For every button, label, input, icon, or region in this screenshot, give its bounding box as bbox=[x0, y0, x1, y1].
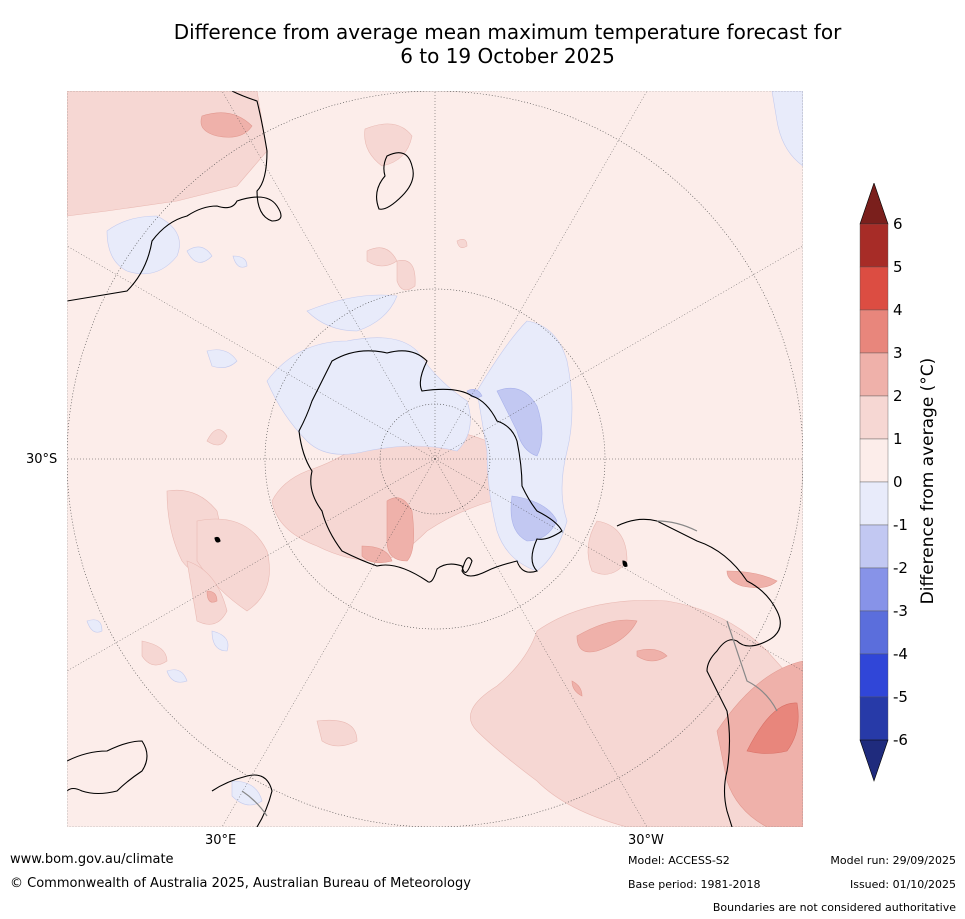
colorbar-segment bbox=[859, 438, 889, 483]
colorbar-tick-label: -2 bbox=[893, 559, 908, 577]
colorbar-segment bbox=[859, 653, 889, 698]
coastlines bbox=[67, 91, 781, 827]
south-georgia-island bbox=[622, 560, 628, 567]
strong-cool-areas bbox=[466, 387, 558, 542]
model-text: Model: ACCESS-S2 bbox=[628, 854, 730, 867]
new-zealand-coast bbox=[376, 152, 414, 210]
colorbar-tick-label: 2 bbox=[893, 387, 903, 405]
colorbar-under-triangle bbox=[859, 739, 889, 782]
colorbar-segment bbox=[859, 266, 889, 311]
colorbar bbox=[859, 183, 889, 782]
kerguelen-island bbox=[214, 536, 221, 543]
colorbar-segment bbox=[859, 567, 889, 612]
colorbar-tick-label: 5 bbox=[893, 258, 903, 276]
colorbar-tick-label: 6 bbox=[893, 215, 903, 233]
colorbar-segment bbox=[859, 524, 889, 569]
country-boundaries bbox=[241, 520, 778, 817]
colorbar-segment bbox=[859, 610, 889, 655]
website-text: www.bom.gov.au/climate bbox=[10, 852, 174, 867]
colorbar-tick-label: 3 bbox=[893, 344, 903, 362]
colorbar-tick-label: -4 bbox=[893, 645, 908, 663]
copyright-text: © Commonwealth of Australia 2025, Austra… bbox=[10, 876, 471, 891]
colorbar-tick-label: -1 bbox=[893, 516, 908, 534]
title-line-2: 6 to 19 October 2025 bbox=[400, 44, 615, 68]
colorbar-segment bbox=[859, 309, 889, 354]
australia-coast bbox=[67, 91, 282, 302]
issued-text: Issued: 01/10/2025 bbox=[849, 878, 956, 891]
antarctica-coast bbox=[298, 350, 563, 583]
colorbar-tick-label: -3 bbox=[893, 602, 908, 620]
map-title: Difference from average mean maximum tem… bbox=[0, 20, 965, 68]
model-run-text: Model run: 29/09/2025 bbox=[830, 854, 956, 867]
disclaimer-text: Boundaries are not considered authoritat… bbox=[712, 901, 956, 914]
south-america-coast bbox=[616, 518, 781, 827]
colorbar-tick-label: 1 bbox=[893, 430, 903, 448]
longitude-label-east: 30°E bbox=[205, 833, 237, 848]
colorbar-tick-label: -5 bbox=[893, 688, 908, 706]
colorbar-segment bbox=[859, 223, 889, 268]
colorbar-segment bbox=[859, 481, 889, 526]
latitude-label: 30°S bbox=[26, 452, 58, 467]
longitude-label-west: 30°W bbox=[628, 833, 664, 848]
peak-warm-area bbox=[746, 702, 799, 754]
base-period-text: Base period: 1981-2018 bbox=[628, 878, 761, 891]
madagascar-coast bbox=[211, 774, 273, 827]
colorbar-label: Difference from average (°C) bbox=[918, 357, 938, 605]
colorbar-segment bbox=[859, 696, 889, 741]
meridian-lines bbox=[67, 91, 803, 827]
colorbar-tick-label: 0 bbox=[893, 473, 903, 491]
colorbar-segments bbox=[859, 223, 889, 741]
colorbar-tick-label: 4 bbox=[893, 301, 903, 319]
forecast-map bbox=[67, 91, 803, 827]
warm-anomaly-areas bbox=[67, 91, 803, 827]
cool-anomaly-areas bbox=[86, 91, 803, 806]
colorbar-segment bbox=[859, 352, 889, 397]
title-line-1: Difference from average mean maximum tem… bbox=[173, 20, 842, 44]
colorbar-tick-label: -6 bbox=[893, 731, 908, 749]
africa-coast bbox=[67, 740, 148, 795]
colorbar-segment bbox=[859, 395, 889, 440]
colorbar-over-triangle bbox=[859, 183, 889, 225]
